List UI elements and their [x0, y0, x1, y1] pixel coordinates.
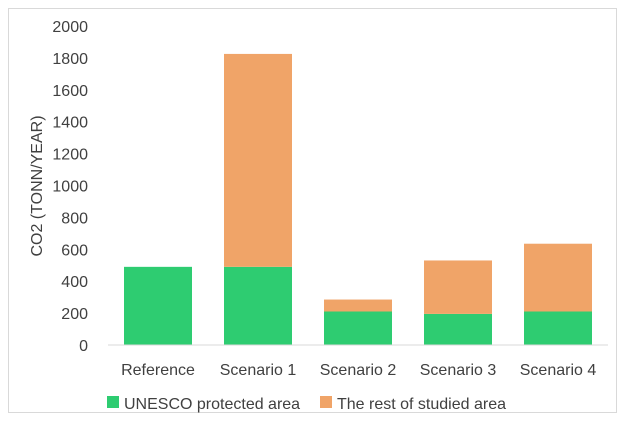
legend: UNESCO protected area The rest of studie…: [107, 396, 506, 413]
bar-unesco-1: [224, 266, 292, 345]
bar-unesco-4: [524, 311, 592, 345]
x-axis-ticks: Reference Scenario 1 Scenario 2 Scenario 3 S…: [121, 362, 596, 379]
x-tick-label: Scenario 1: [220, 362, 297, 379]
bar-rest-4: [524, 243, 592, 312]
bar-unesco-3: [424, 313, 492, 345]
bar-rest-3: [424, 260, 492, 314]
y-axis-ticks: 0 200 400 600 800 1000 1200 1400 1600 1800 2000: [52, 19, 88, 355]
bar-rest-1: [224, 53, 292, 267]
y-tick-label: 1800: [52, 51, 88, 68]
x-tick-label: Scenario 2: [320, 362, 397, 379]
y-tick-label: 1600: [52, 83, 88, 100]
bars: [124, 53, 592, 345]
y-tick-label: 1400: [52, 115, 88, 132]
legend-swatch-rest: [320, 396, 332, 408]
y-tick-label: 2000: [52, 19, 88, 36]
legend-swatch-unesco: [107, 396, 119, 408]
y-tick-label: 1200: [52, 147, 88, 164]
y-tick-label: 1000: [52, 179, 88, 196]
y-axis-label: CO2 (TONN/YEAR): [29, 115, 46, 256]
bar-unesco-0: [124, 266, 192, 345]
y-tick-label: 200: [61, 306, 88, 323]
y-tick-label: 0: [79, 338, 88, 355]
y-tick-label: 800: [61, 210, 88, 227]
y-tick-label: 600: [61, 242, 88, 259]
x-tick-label: Reference: [121, 362, 195, 379]
bar-unesco-2: [324, 311, 392, 345]
bar-rest-2: [324, 299, 392, 312]
y-tick-label: 400: [61, 274, 88, 291]
legend-label-unesco: UNESCO protected area: [124, 396, 300, 413]
x-tick-label: Scenario 3: [420, 362, 497, 379]
x-tick-label: Scenario 4: [520, 362, 597, 379]
legend-label-rest: The rest of studied area: [337, 396, 506, 413]
